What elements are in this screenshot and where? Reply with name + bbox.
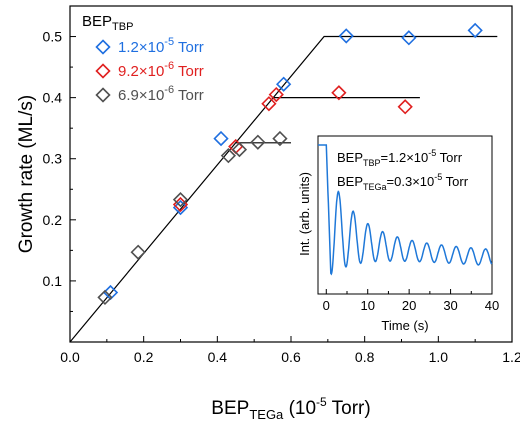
y-tick-label: 0.5: [43, 29, 63, 45]
x-tick-label: 1.0: [429, 349, 449, 365]
data-point: [467, 22, 483, 39]
x-tick-label: 1.2: [502, 349, 520, 365]
y-tick-label: 0.4: [43, 90, 63, 106]
y-tick-label: 0.1: [43, 273, 63, 289]
inset-x-tick-label: 30: [443, 298, 457, 313]
data-point: [250, 134, 266, 150]
legend-label: 6.9×10-6 Torr: [118, 84, 204, 104]
legend-marker: [95, 39, 111, 55]
y-tick-label: 0.3: [43, 151, 63, 167]
data-point: [276, 76, 292, 92]
inset-frame: [317, 135, 493, 295]
data-markers: [97, 22, 483, 306]
inset-oscillation-line: [318, 144, 493, 276]
x-tick-label: 0.2: [134, 349, 154, 365]
y-axis-title: Growth rate (ML/s): [16, 95, 37, 253]
data-point: [231, 141, 248, 158]
data-point: [261, 96, 277, 112]
x-tick-label: 0.0: [60, 349, 80, 365]
data-point: [97, 289, 113, 306]
data-point: [272, 130, 288, 147]
inset-annotation-tbp: BEPTBP=1.2×10-5 Torr: [337, 148, 463, 168]
legend: BEPTBP 1.2×10-5 Torr 9.2×10-6 Torr 6.9×10-…: [82, 13, 204, 104]
data-point: [397, 99, 413, 115]
data-point: [213, 130, 229, 147]
x-axis-ticks: 0.0 0.2 0.4 0.6 0.8 1.0 1.2: [60, 336, 520, 365]
inset-annotation-tega: BEPTEGa=0.3×10-5 Torr: [337, 172, 469, 192]
data-point: [172, 199, 189, 216]
inset-x-tick-label: 20: [402, 298, 416, 313]
inset-x-tick-label: 40: [485, 298, 499, 313]
data-point: [130, 244, 146, 260]
legend-title: BEPTBP: [82, 13, 133, 33]
legend-label: 9.2×10-6 Torr: [118, 60, 204, 80]
legend-label: 1.2×10-5 Torr: [118, 36, 204, 56]
x-tick-label: 0.6: [281, 349, 301, 365]
data-point: [268, 86, 284, 103]
x-axis-title: BEPTEGa (10-5 Torr): [211, 395, 370, 422]
inset-x-axis-title: Time (s): [381, 318, 428, 333]
inset-x-tick-label: 0: [323, 298, 330, 313]
data-point: [172, 192, 189, 208]
data-point: [338, 28, 354, 44]
legend-marker: [95, 63, 111, 79]
data-point: [220, 148, 237, 164]
inset-x-tick-label: 10: [360, 298, 374, 313]
inset-chart: 0 10 20 30 40 BEPTBP=1.2×10-5 Torr BEPTEGa=0…: [297, 135, 499, 333]
inset-y-axis-title: Int. (arb. units): [297, 172, 312, 256]
x-tick-label: 0.4: [208, 349, 228, 365]
inset-x-ticks: 0 10 20 30 40: [323, 289, 499, 313]
data-point: [331, 85, 347, 101]
y-tick-label: 0.2: [43, 212, 63, 228]
x-tick-label: 0.8: [355, 349, 375, 365]
data-point: [401, 30, 417, 46]
y-axis-ticks: 0.1 0.2 0.3 0.4 0.5: [43, 29, 76, 312]
legend-marker: [95, 87, 111, 103]
fit-line: [69, 35, 498, 343]
